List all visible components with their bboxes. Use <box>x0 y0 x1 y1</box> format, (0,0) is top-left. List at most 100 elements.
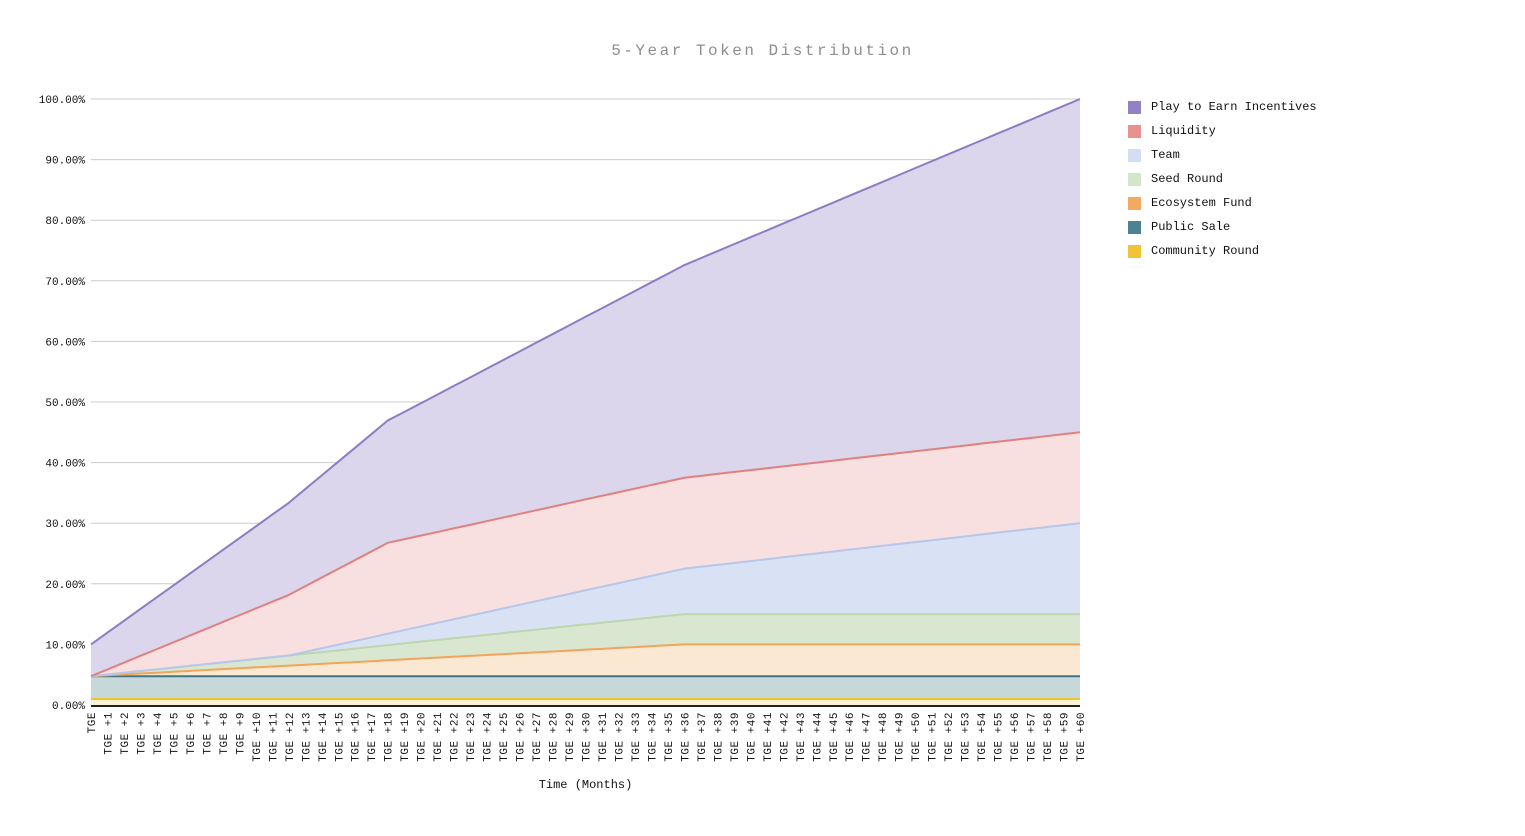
legend-item-ecosystem-fund: Ecosystem Fund <box>1128 197 1317 210</box>
x-tick-label: TGE +58 <box>1043 712 1055 762</box>
x-tick-label: TGE +43 <box>796 712 808 762</box>
legend-label: Ecosystem Fund <box>1151 196 1252 210</box>
x-tick-label: TGE <box>87 712 99 733</box>
x-tick-label: TGE +11 <box>268 712 280 762</box>
x-tick-label: TGE +17 <box>367 712 379 762</box>
y-tick-label: 50.00% <box>45 398 85 410</box>
x-tick-label: TGE +36 <box>680 712 692 762</box>
legend-label: Community Round <box>1151 244 1260 258</box>
legend-swatch-icon <box>1128 197 1141 210</box>
chart-title: 5-Year Token Distribution <box>611 42 914 60</box>
x-tick-label: TGE +10 <box>252 712 264 762</box>
legend: Play to Earn Incentives Liquidity Team Seed… <box>1128 101 1317 269</box>
y-tick-label: 90.00% <box>45 156 85 168</box>
x-tick-label: TGE +3 <box>136 712 148 755</box>
x-tick-label: TGE +37 <box>697 712 709 762</box>
y-tick-label: 10.00% <box>45 640 85 652</box>
legend-swatch-icon <box>1128 101 1141 114</box>
x-tick-label: TGE +31 <box>598 712 610 762</box>
x-tick-label: TGE +52 <box>944 712 956 762</box>
legend-label: Play to Earn Incentives <box>1151 100 1317 114</box>
x-tick-label: TGE +53 <box>961 712 973 762</box>
area-ecosystem-fund <box>91 644 1080 677</box>
x-tick-label: TGE +60 <box>1076 712 1088 762</box>
x-tick-label: TGE +33 <box>631 712 643 762</box>
x-tick-label: TGE +41 <box>763 712 775 762</box>
legend-label: Public Sale <box>1151 220 1231 234</box>
y-axis-labels: 0.00% 10.00% 20.00% 30.00% 40.00% 50.00% 60.00… <box>39 95 86 713</box>
x-tick-label: TGE +15 <box>334 712 346 762</box>
line-team <box>90 522 1081 678</box>
x-tick-label: TGE +56 <box>1010 712 1022 762</box>
x-tick-label: TGE +49 <box>895 712 907 762</box>
area-seed-round <box>91 614 1080 677</box>
x-tick-label: TGE +4 <box>153 712 165 755</box>
x-tick-label: TGE +29 <box>565 712 577 762</box>
legend-item-public-sale: Public Sale <box>1128 221 1317 234</box>
x-tick-label: TGE +57 <box>1027 712 1039 762</box>
legend-label: Liquidity <box>1151 124 1216 138</box>
area-team <box>91 523 1080 677</box>
x-tick-label: TGE +34 <box>647 712 659 762</box>
x-tick-label: TGE +8 <box>219 712 231 755</box>
x-tick-label: TGE +18 <box>384 712 396 762</box>
x-tick-label: TGE +38 <box>713 712 725 762</box>
area-community-round <box>91 698 1080 705</box>
x-tick-label: TGE +13 <box>301 712 313 762</box>
x-tick-label: TGE +2 <box>120 712 132 755</box>
x-tick-label: TGE +7 <box>202 712 214 755</box>
x-tick-label: TGE +42 <box>779 712 791 762</box>
x-tick-label: TGE +28 <box>549 712 561 762</box>
line-ecosystem-fund <box>90 643 1080 678</box>
x-tick-label: TGE +19 <box>400 712 412 762</box>
legend-item-seed-round: Seed Round <box>1128 173 1317 186</box>
y-tick-label: 100.00% <box>39 95 86 107</box>
y-tick-label: 0.00% <box>52 701 85 713</box>
x-axis-title: Time (Months) <box>538 778 633 792</box>
legend-item-play-to-earn-incentives: Play to Earn Incentives <box>1128 101 1317 114</box>
area-liquidity <box>91 432 1080 677</box>
legend-label: Team <box>1151 148 1180 162</box>
legend-item-liquidity: Liquidity <box>1128 125 1317 138</box>
x-tick-label: TGE +50 <box>911 712 923 762</box>
x-tick-label: TGE +24 <box>483 712 495 762</box>
x-tick-label: TGE +23 <box>466 712 478 762</box>
x-tick-label: TGE +12 <box>285 712 297 762</box>
x-tick-label: TGE +39 <box>730 712 742 762</box>
x-tick-label: TGE +35 <box>664 712 676 762</box>
y-tick-label: 40.00% <box>45 459 85 471</box>
x-tick-label: TGE +20 <box>417 712 429 762</box>
x-tick-label: TGE +46 <box>845 712 857 762</box>
area-public-sale <box>91 676 1080 699</box>
legend-swatch-icon <box>1128 221 1141 234</box>
x-tick-label: TGE +27 <box>532 712 544 762</box>
legend-swatch-icon <box>1128 173 1141 186</box>
x-tick-label: TGE +45 <box>829 712 841 762</box>
x-tick-label: TGE +40 <box>746 712 758 762</box>
series-areas <box>91 99 1080 705</box>
x-tick-label: TGE +48 <box>878 712 890 762</box>
x-tick-label: TGE +47 <box>862 712 874 762</box>
line-play-to-earn-incentives <box>90 98 1081 646</box>
x-tick-label: TGE +54 <box>977 712 989 762</box>
x-tick-label: TGE +21 <box>433 712 445 762</box>
x-tick-label: TGE +51 <box>928 712 940 762</box>
x-tick-label: TGE +30 <box>582 712 594 762</box>
legend-label: Seed Round <box>1151 172 1224 186</box>
y-tick-label: 70.00% <box>45 277 85 289</box>
x-tick-label: TGE +6 <box>186 712 198 755</box>
x-axis-labels: TGE TGE +1 TGE +2 TGE +3 TGE +4 TGE +5 TGE +6 T… <box>87 712 1088 762</box>
x-tick-label: TGE +59 <box>1060 712 1072 762</box>
x-tick-label: TGE +26 <box>516 712 528 762</box>
y-tick-label: 80.00% <box>45 216 85 228</box>
legend-swatch-icon <box>1128 149 1141 162</box>
x-tick-label: TGE +16 <box>351 712 363 762</box>
x-tick-label: TGE +32 <box>614 712 626 762</box>
x-tick-label: TGE +5 <box>169 712 181 755</box>
y-tick-label: 60.00% <box>45 337 85 349</box>
y-tick-label: 20.00% <box>45 580 85 592</box>
y-tick-label: 30.00% <box>45 519 85 531</box>
legend-item-team: Team <box>1128 149 1317 162</box>
